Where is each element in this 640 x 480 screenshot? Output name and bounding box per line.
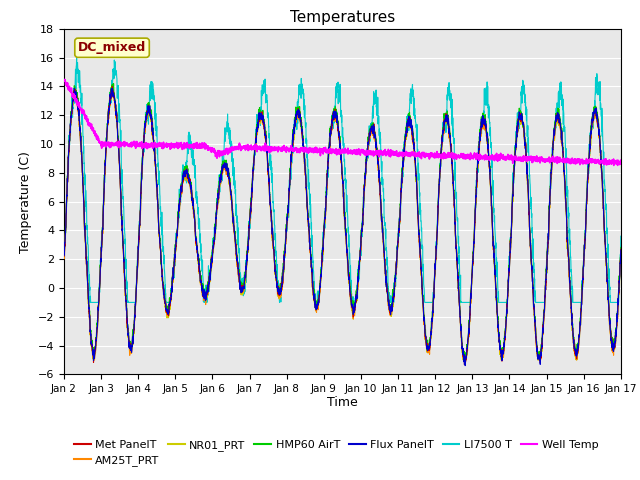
X-axis label: Time: Time xyxy=(327,396,358,408)
Text: DC_mixed: DC_mixed xyxy=(78,41,146,54)
Legend: Met PanelT, AM25T_PRT, NR01_PRT, HMP60 AirT, Flux PanelT, LI7500 T, Well Temp: Met PanelT, AM25T_PRT, NR01_PRT, HMP60 A… xyxy=(70,435,603,470)
Y-axis label: Temperature (C): Temperature (C) xyxy=(19,151,32,252)
Title: Temperatures: Temperatures xyxy=(290,10,395,25)
